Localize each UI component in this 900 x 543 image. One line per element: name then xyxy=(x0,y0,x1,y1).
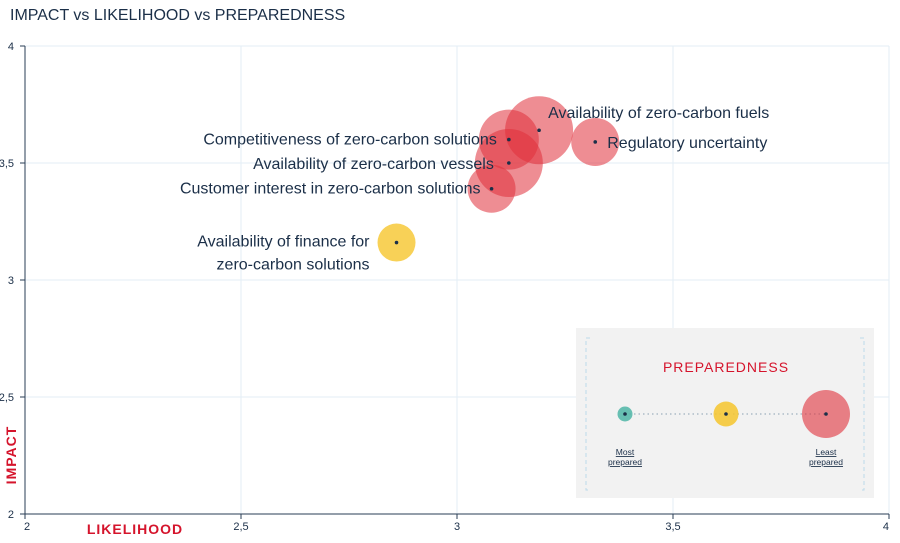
label-customer-interest: Customer interest in zero-carbon solutio… xyxy=(180,181,481,198)
tick-labels: 2 2,5 3 3,5 4 2 2,5 3 3,5 4 xyxy=(0,41,889,533)
legend-bubble-center xyxy=(724,412,728,416)
legend-bracket-left xyxy=(585,337,590,491)
legend-bracket-right xyxy=(860,337,865,491)
x-axis-label: LIKELIHOOD xyxy=(87,521,183,537)
bubble-center-point xyxy=(394,240,399,245)
grid-lines xyxy=(25,45,890,514)
y-tick-label: 3 xyxy=(8,275,14,287)
label-availability-of-finance: Availability of finance for zero-carbon s… xyxy=(197,234,370,274)
legend-least-prepared-label: Least prepared xyxy=(809,447,843,467)
bubble-centers xyxy=(394,128,598,245)
legend-box: PREPAREDNESS Most prepared Least prepared xyxy=(576,328,874,498)
legend-title: PREPAREDNESS xyxy=(663,359,789,375)
bubble-center-point xyxy=(507,137,511,142)
x-tick-label: 3 xyxy=(454,521,460,533)
y-tick-label: 4 xyxy=(8,41,14,53)
y-tick-label: 2 xyxy=(8,509,14,521)
point-labels: Availability of zero-carbon fuels Competi… xyxy=(180,105,769,273)
legend-bubble-center xyxy=(824,412,828,416)
x-tick-label: 4 xyxy=(883,521,889,533)
chart-title: IMPACT vs LIKELIHOOD vs PREPAREDNESS xyxy=(10,7,345,24)
label-regulatory-uncertainty: Regulatory uncertainty xyxy=(607,135,767,152)
x-tick-label: 3,5 xyxy=(665,521,680,533)
y-tick-label: 2,5 xyxy=(0,392,14,404)
label-zero-carbon-fuels: Availability of zero-carbon fuels xyxy=(548,105,769,122)
legend-bubble-center xyxy=(623,412,627,416)
label-competitiveness: Competitiveness of zero-carbon solutions xyxy=(203,132,496,149)
bubble-center-point xyxy=(537,128,541,133)
bubble-center-point xyxy=(507,161,511,165)
axes xyxy=(20,45,890,519)
y-axis-label: IMPACT xyxy=(3,426,19,485)
label-zero-carbon-vessels: Availability of zero-carbon vessels xyxy=(253,156,494,173)
bubble-center-point xyxy=(593,140,598,144)
y-tick-label: 3,5 xyxy=(0,158,14,170)
legend-most-prepared-label: Most prepared xyxy=(608,447,642,467)
x-tick-label: 2 xyxy=(24,521,30,533)
x-tick-label: 2,5 xyxy=(233,521,248,533)
bubble-center-point xyxy=(489,186,494,191)
